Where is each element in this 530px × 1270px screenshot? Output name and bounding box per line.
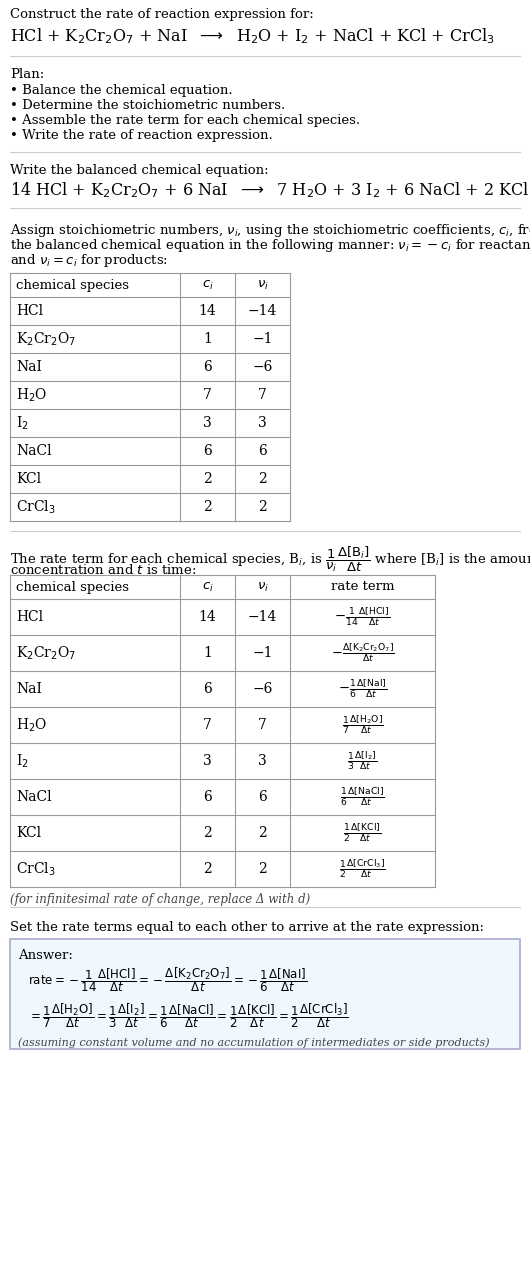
Text: 2: 2 [258,862,267,876]
Text: The rate term for each chemical species, B$_i$, is $\dfrac{1}{\nu_i}\dfrac{\Delt: The rate term for each chemical species,… [10,545,530,574]
Text: chemical species: chemical species [16,278,129,292]
Text: $\frac{1}{3}\frac{\Delta[\mathrm{I_2}]}{\Delta t}$: $\frac{1}{3}\frac{\Delta[\mathrm{I_2}]}{… [347,749,378,772]
Text: $c_i$: $c_i$ [201,278,214,292]
Text: $\mathrm{rate} = -\dfrac{1}{14}\dfrac{\Delta[\mathrm{HCl}]}{\Delta t} = -\dfrac{: $\mathrm{rate} = -\dfrac{1}{14}\dfrac{\D… [28,965,307,994]
Text: HCl + K$_2$Cr$_2$O$_7$ + NaI  $\longrightarrow$  H$_2$O + I$_2$ + NaCl + KCl + C: HCl + K$_2$Cr$_2$O$_7$ + NaI $\longright… [10,25,495,46]
Text: 7: 7 [258,389,267,403]
Text: Write the balanced chemical equation:: Write the balanced chemical equation: [10,164,269,177]
Text: NaI: NaI [16,682,42,696]
Text: $-\frac{1}{6}\frac{\Delta[\mathrm{NaI}]}{\Delta t}$: $-\frac{1}{6}\frac{\Delta[\mathrm{NaI}]}… [338,678,387,700]
Text: Answer:: Answer: [18,949,73,961]
Text: 3: 3 [258,417,267,431]
Text: CrCl$_3$: CrCl$_3$ [16,498,56,516]
Text: −1: −1 [252,331,273,345]
Text: 14: 14 [199,610,216,624]
Text: HCl: HCl [16,304,43,318]
Text: • Balance the chemical equation.: • Balance the chemical equation. [10,84,233,97]
Text: 7: 7 [258,718,267,732]
Text: −14: −14 [248,304,277,318]
Text: NaCl: NaCl [16,444,51,458]
Text: 1: 1 [203,331,212,345]
Text: $\frac{1}{2}\frac{\Delta[\mathrm{CrCl_3}]}{\Delta t}$: $\frac{1}{2}\frac{\Delta[\mathrm{CrCl_3}… [339,857,386,880]
Text: 3: 3 [203,417,212,431]
Text: $\nu_i$: $\nu_i$ [257,580,269,593]
Text: Assign stoichiometric numbers, $\nu_i$, using the stoichiometric coefficients, $: Assign stoichiometric numbers, $\nu_i$, … [10,222,530,239]
Text: 6: 6 [258,444,267,458]
Text: KCl: KCl [16,826,41,839]
Text: H$_2$O: H$_2$O [16,386,47,404]
Text: Construct the rate of reaction expression for:: Construct the rate of reaction expressio… [10,8,314,22]
Text: $-\frac{\Delta[\mathrm{K_2Cr_2O_7}]}{\Delta t}$: $-\frac{\Delta[\mathrm{K_2Cr_2O_7}]}{\De… [331,641,394,664]
Text: NaCl: NaCl [16,790,51,804]
Text: KCl: KCl [16,472,41,486]
Text: CrCl$_3$: CrCl$_3$ [16,860,56,878]
Text: $= \dfrac{1}{7}\dfrac{\Delta[\mathrm{H_2O}]}{\Delta t} = \dfrac{1}{3}\dfrac{\Del: $= \dfrac{1}{7}\dfrac{\Delta[\mathrm{H_2… [28,1001,349,1030]
Text: Plan:: Plan: [10,69,44,81]
Text: 2: 2 [203,472,212,486]
Text: rate term: rate term [331,580,394,593]
Text: 6: 6 [258,790,267,804]
Text: (for infinitesimal rate of change, replace Δ with d): (for infinitesimal rate of change, repla… [10,893,310,906]
Text: NaI: NaI [16,359,42,373]
Text: 2: 2 [258,500,267,514]
Text: K$_2$Cr$_2$O$_7$: K$_2$Cr$_2$O$_7$ [16,644,76,662]
Text: Set the rate terms equal to each other to arrive at the rate expression:: Set the rate terms equal to each other t… [10,921,484,933]
Text: the balanced chemical equation in the following manner: $\nu_i = -c_i$ for react: the balanced chemical equation in the fo… [10,237,530,254]
Text: 2: 2 [258,826,267,839]
Text: −6: −6 [252,359,273,373]
Text: I$_2$: I$_2$ [16,752,29,770]
Text: 14: 14 [199,304,216,318]
Text: 6: 6 [203,790,212,804]
Text: 6: 6 [203,444,212,458]
Text: 2: 2 [203,826,212,839]
Text: and $\nu_i = c_i$ for products:: and $\nu_i = c_i$ for products: [10,251,168,269]
Text: H$_2$O: H$_2$O [16,716,47,734]
Text: −14: −14 [248,610,277,624]
Text: HCl: HCl [16,610,43,624]
Text: 14 HCl + K$_2$Cr$_2$O$_7$ + 6 NaI  $\longrightarrow$  7 H$_2$O + 3 I$_2$ + 6 NaC: 14 HCl + K$_2$Cr$_2$O$_7$ + 6 NaI $\long… [10,180,530,199]
Text: 6: 6 [203,682,212,696]
Text: I$_2$: I$_2$ [16,414,29,432]
Text: 2: 2 [203,500,212,514]
Text: $\frac{1}{6}\frac{\Delta[\mathrm{NaCl}]}{\Delta t}$: $\frac{1}{6}\frac{\Delta[\mathrm{NaCl}]}… [340,786,385,808]
Text: 3: 3 [203,754,212,768]
Text: (assuming constant volume and no accumulation of intermediates or side products): (assuming constant volume and no accumul… [18,1038,490,1048]
Text: • Write the rate of reaction expression.: • Write the rate of reaction expression. [10,130,273,142]
Text: $\nu_i$: $\nu_i$ [257,278,269,292]
Text: K$_2$Cr$_2$O$_7$: K$_2$Cr$_2$O$_7$ [16,330,76,348]
Text: $-\frac{1}{14}\frac{\Delta[\mathrm{HCl}]}{\Delta t}$: $-\frac{1}{14}\frac{\Delta[\mathrm{HCl}]… [334,606,391,629]
Text: 7: 7 [203,389,212,403]
Text: $\frac{1}{7}\frac{\Delta[\mathrm{H_2O}]}{\Delta t}$: $\frac{1}{7}\frac{\Delta[\mathrm{H_2O}]}… [341,714,383,737]
Text: chemical species: chemical species [16,580,129,593]
Text: 2: 2 [258,472,267,486]
Text: 3: 3 [258,754,267,768]
Text: 2: 2 [203,862,212,876]
Text: $c_i$: $c_i$ [201,580,214,593]
Text: concentration and $t$ is time:: concentration and $t$ is time: [10,563,197,577]
Text: −6: −6 [252,682,273,696]
Text: 6: 6 [203,359,212,373]
Text: 1: 1 [203,646,212,660]
Text: • Assemble the rate term for each chemical species.: • Assemble the rate term for each chemic… [10,114,360,127]
FancyBboxPatch shape [10,939,520,1049]
Text: $\frac{1}{2}\frac{\Delta[\mathrm{KCl}]}{\Delta t}$: $\frac{1}{2}\frac{\Delta[\mathrm{KCl}]}{… [343,822,382,845]
Text: • Determine the stoichiometric numbers.: • Determine the stoichiometric numbers. [10,99,285,112]
Text: 7: 7 [203,718,212,732]
Text: −1: −1 [252,646,273,660]
